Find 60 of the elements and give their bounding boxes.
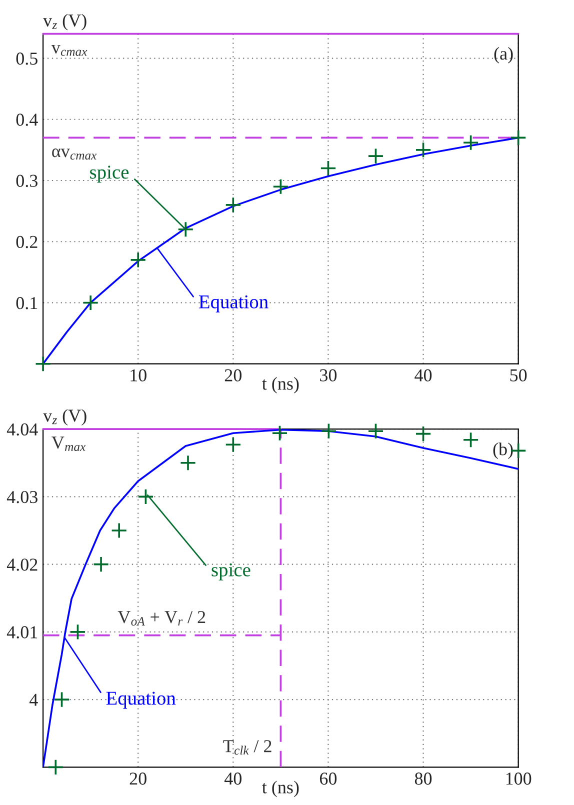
y-tick-label: 0.4 bbox=[16, 114, 38, 126]
text: spice bbox=[90, 166, 129, 183]
x-tick-label: 80 bbox=[414, 772, 432, 785]
point bbox=[320, 160, 336, 176]
point bbox=[92, 556, 110, 572]
point bbox=[47, 758, 64, 776]
point bbox=[462, 432, 479, 448]
y-tick-label: 4.03 bbox=[6, 490, 38, 504]
x-tick-label: 20 bbox=[224, 369, 242, 382]
line-series bbox=[43, 429, 518, 768]
y-tick-label: 0.2 bbox=[16, 236, 38, 248]
point bbox=[82, 294, 99, 311]
x-axis-title: t (ns) bbox=[262, 377, 299, 394]
point bbox=[180, 454, 196, 472]
ref-line-label: v$_{cmax}$ bbox=[51, 44, 88, 56]
point bbox=[272, 178, 289, 195]
y-tick-label: 4.02 bbox=[6, 558, 38, 571]
x-tick-label: 40 bbox=[224, 772, 242, 785]
y-tick-label: 4 bbox=[30, 694, 38, 706]
point bbox=[110, 522, 128, 539]
y-axis-title: v$_{z}$ (V) bbox=[43, 409, 86, 426]
point bbox=[54, 691, 70, 708]
text: Equation bbox=[198, 295, 268, 312]
x-axis-title: t (ns) bbox=[262, 780, 299, 798]
ref-line-label: T$_{clk}$ / 2 bbox=[223, 740, 272, 755]
point bbox=[368, 422, 384, 440]
ref-line-label: V$_{max}$ bbox=[52, 436, 86, 452]
annotation: (a) bbox=[494, 47, 513, 64]
x-tick-label: 10 bbox=[130, 369, 146, 382]
y-axis-title: v$_{z}$ (V) bbox=[43, 14, 86, 30]
x-tick-label: 100 bbox=[506, 772, 532, 785]
point bbox=[462, 134, 479, 151]
y-tick-label: 0.3 bbox=[16, 174, 38, 188]
ref-line-label: αv$_{cmax}$ bbox=[52, 148, 97, 160]
point bbox=[177, 221, 194, 238]
point bbox=[510, 130, 527, 146]
point bbox=[415, 142, 432, 158]
y-tick-label: 4.04 bbox=[6, 423, 38, 436]
point bbox=[272, 424, 288, 442]
y-tick-label: 0.1 bbox=[16, 296, 38, 310]
ref-line-label: V$_{oA}$ + V$_{r}$ / 2 bbox=[118, 611, 206, 626]
point bbox=[224, 196, 242, 214]
text: Equation bbox=[106, 692, 176, 709]
y-tick-label: 4.01 bbox=[6, 626, 38, 638]
point bbox=[34, 356, 52, 372]
point bbox=[138, 488, 154, 505]
x-tick-label: 20 bbox=[130, 772, 146, 785]
point bbox=[224, 436, 242, 453]
point bbox=[415, 426, 432, 442]
annotation: (b) bbox=[493, 442, 513, 459]
text: spice bbox=[212, 563, 250, 580]
y-tick-label: 0.5 bbox=[16, 52, 38, 65]
x-tick-label: 50 bbox=[510, 369, 527, 382]
x-tick-label: 60 bbox=[320, 772, 337, 785]
point bbox=[70, 624, 86, 640]
x-tick-label: 30 bbox=[320, 369, 337, 382]
point bbox=[320, 422, 337, 440]
x-tick-label: 40 bbox=[414, 369, 432, 382]
point bbox=[130, 252, 146, 268]
point bbox=[368, 148, 384, 164]
